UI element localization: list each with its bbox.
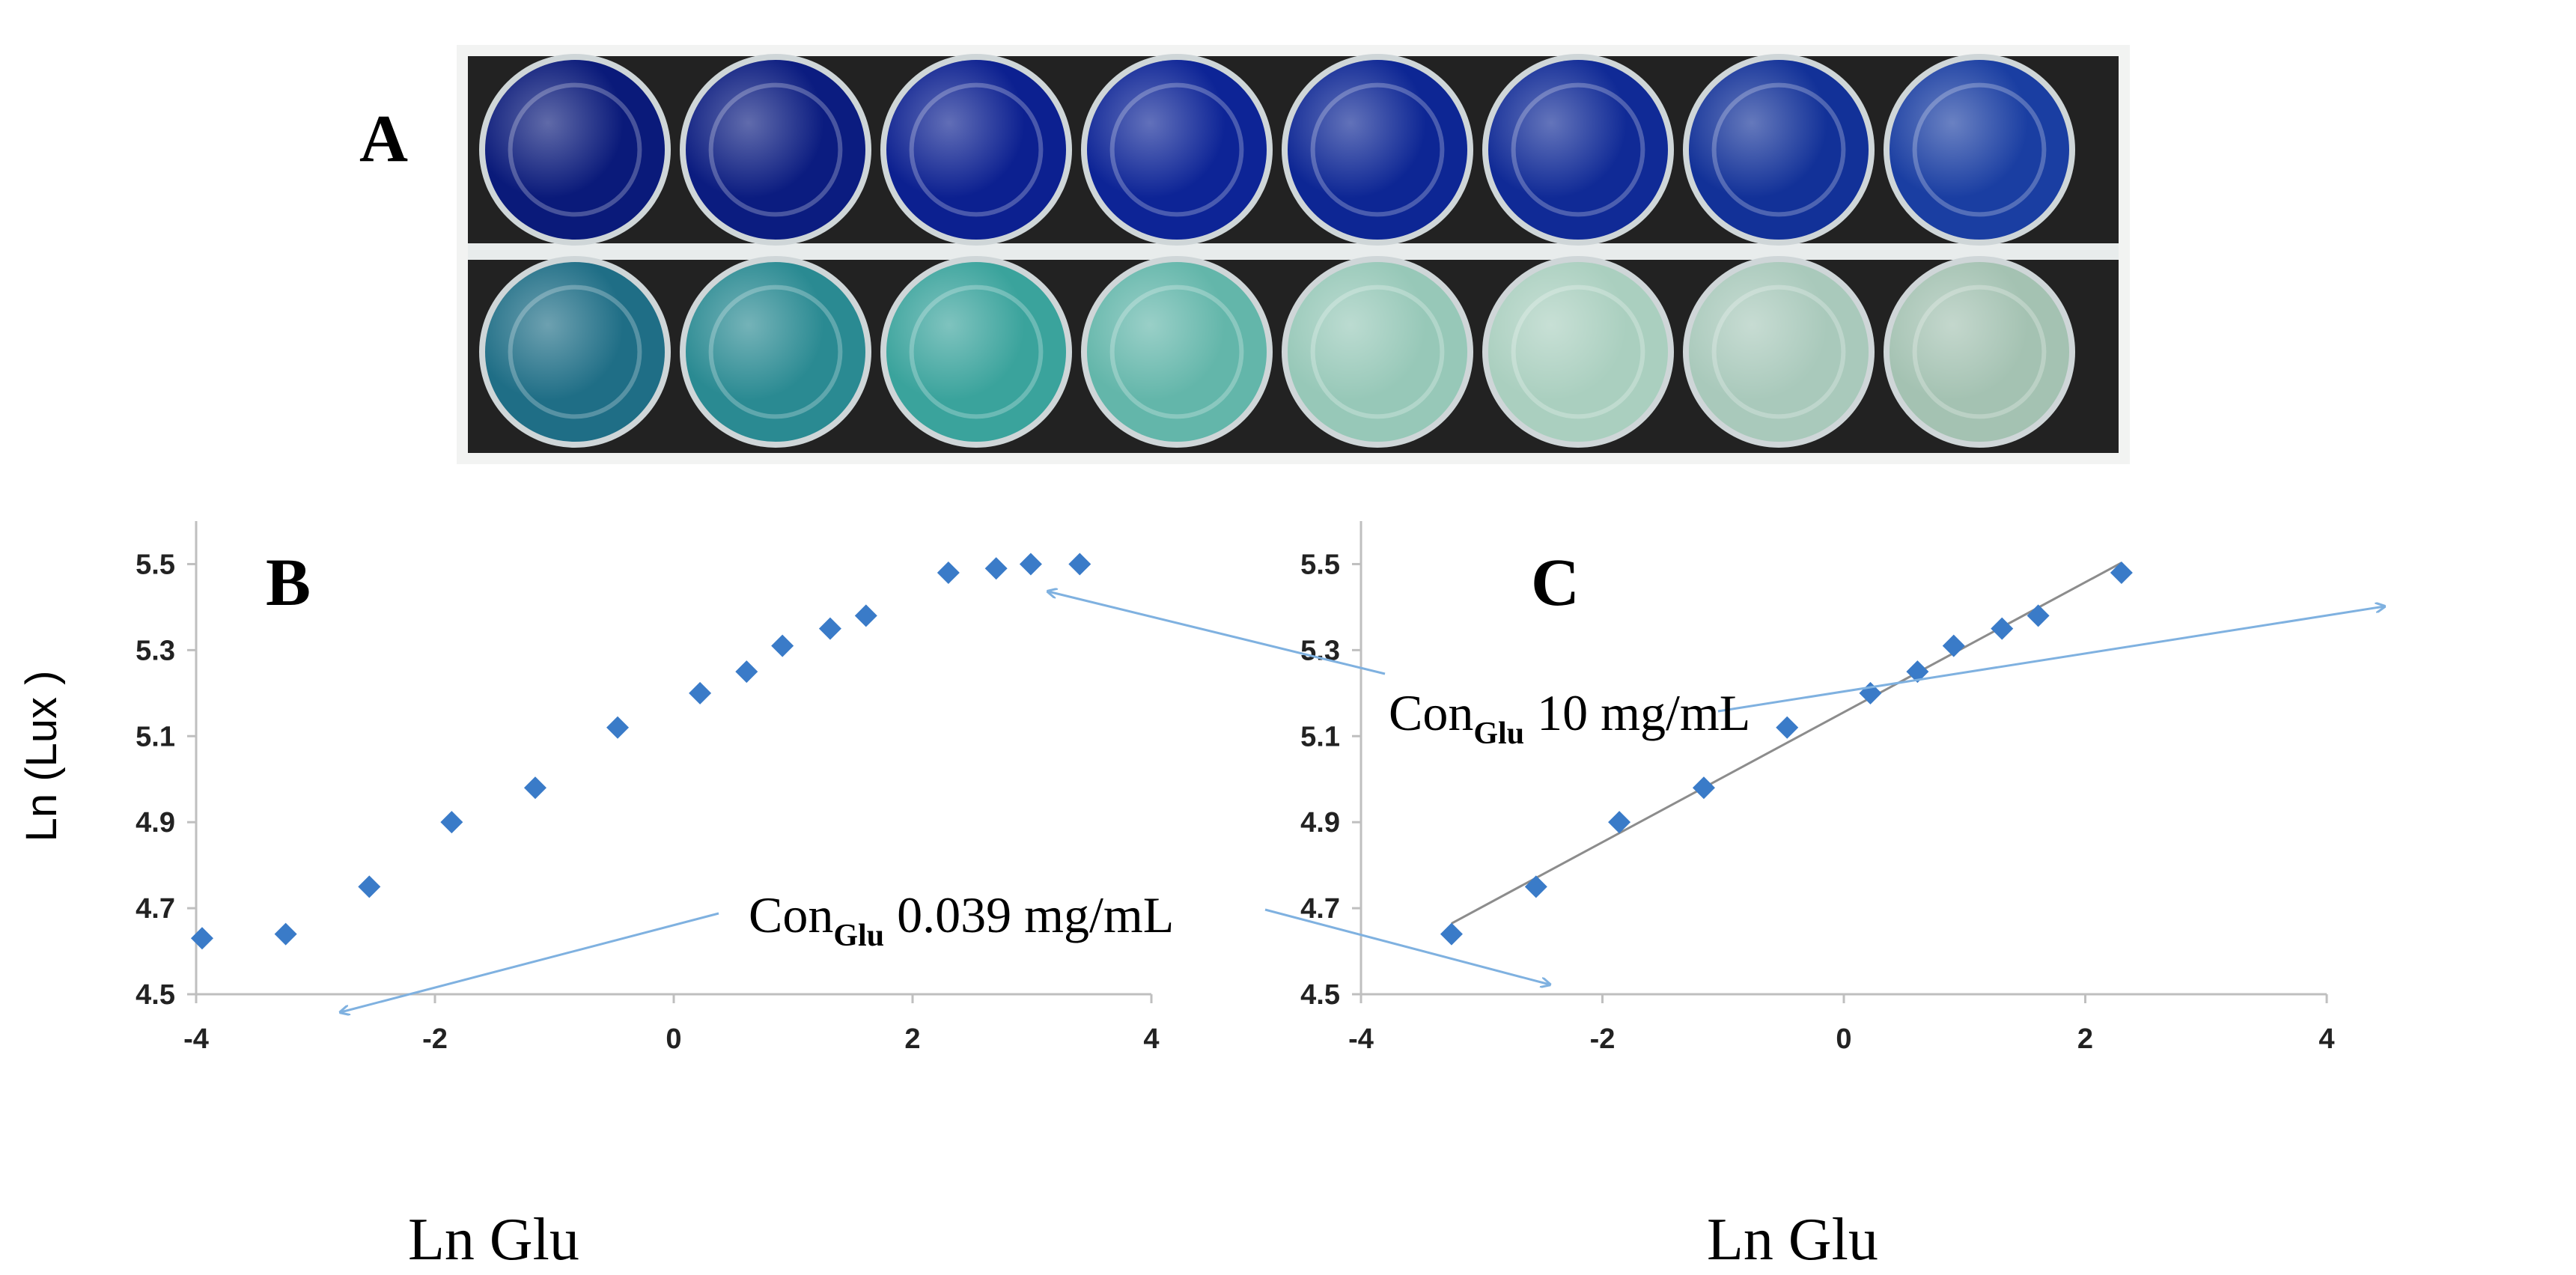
data-point [1942, 634, 1965, 657]
data-point [1608, 811, 1631, 834]
bottom-row-well-shine [886, 262, 1066, 442]
data-point [1068, 553, 1091, 576]
annotation-low-subscript: Glu [833, 919, 884, 953]
arrow-low-to-b [341, 912, 719, 1012]
data-point [440, 811, 463, 834]
chart-c: -4 -2 0 2 44.54.74.95.15.35.5Ln Glu [1300, 521, 2335, 1273]
data-point [854, 604, 877, 627]
top-row-well-shine [686, 60, 865, 240]
top-row-well-shine [485, 60, 665, 240]
data-point [689, 681, 712, 705]
trendline [1451, 562, 2122, 925]
bottom-row-well-shine [1087, 262, 1267, 442]
y-tick-label: 4.9 [1300, 807, 1340, 839]
top-row-well-shine [886, 60, 1066, 240]
x-tick-label: -2 [1590, 1023, 1616, 1055]
data-point [937, 561, 960, 584]
panel-label-a: A [359, 102, 408, 176]
bottom-row-wells [479, 256, 2075, 448]
x-tick-label: 0 [1836, 1023, 1851, 1055]
x-tick-label: -4 [1348, 1023, 1374, 1055]
annotation-high-concentration: ConGlu 10 mg/mL [1389, 684, 1750, 751]
x-axis-label: Ln Glu [1707, 1207, 1878, 1273]
bottom-row-well-shine [1890, 262, 2069, 442]
annotation-low-value: 0.039 mg/mL [884, 886, 1174, 943]
data-point [735, 660, 758, 684]
top-row-well-shine [1890, 60, 2069, 240]
panel-label-c: C [1531, 546, 1580, 620]
chart-b: -4 -2 0 2 4 4.5 4.7 4.9 5.1 5.3 5.5 Ln Glu Ln (Lux ) [17, 521, 1160, 1273]
data-point [190, 927, 213, 950]
arrow-high-to-c [1717, 606, 2384, 713]
data-point [2110, 561, 2133, 584]
y-tick-label: 4.5 [136, 979, 175, 1011]
data-point [984, 557, 1008, 580]
data-point [1991, 617, 2014, 640]
y-tick-label: 5.5 [1300, 549, 1340, 580]
x-tick-label: -4 [183, 1023, 209, 1055]
bottom-row-well-shine [1288, 262, 1467, 442]
y-tick-label: 5.1 [136, 721, 175, 752]
well-plate-photo [457, 45, 2130, 464]
top-row-well-shine [1689, 60, 1869, 240]
y-axis-label: Ln (Lux ) [17, 671, 66, 842]
data-point [274, 922, 297, 946]
x-tick-label: 0 [666, 1023, 681, 1055]
data-point [2027, 604, 2050, 627]
data-point [1692, 776, 1715, 800]
y-tick-label: 4.5 [1300, 979, 1340, 1011]
x-tick-label: 4 [2318, 1023, 2334, 1055]
bottom-row-well-shine [485, 262, 665, 442]
x-tick-label: 2 [904, 1023, 920, 1055]
arrow-low-to-c [1264, 908, 1550, 985]
annotation-high-prefix: Con [1389, 684, 1473, 741]
panel-label-b: B [266, 546, 311, 620]
y-tick-label: 5.1 [1300, 721, 1340, 752]
bottom-row-well-shine [1689, 262, 1869, 442]
annotation-high-subscript: Glu [1473, 716, 1524, 751]
annotation-low-concentration: ConGlu 0.039 mg/mL [749, 886, 1174, 953]
bottom-row-well-shine [686, 262, 865, 442]
data-point [606, 716, 630, 739]
y-tick-label: 4.9 [136, 807, 175, 839]
data-point [1524, 875, 1547, 898]
top-row-well-shine [1488, 60, 1668, 240]
top-row-well-shine [1288, 60, 1467, 240]
y-tick-label: 5.5 [136, 549, 175, 580]
data-point [1440, 922, 1463, 946]
top-row-well-shine [1087, 60, 1267, 240]
data-point [1906, 660, 1929, 684]
data-point [1019, 553, 1042, 576]
data-point [771, 634, 794, 657]
data-point [1776, 716, 1799, 739]
y-tick-label: 5.3 [136, 635, 175, 666]
x-tick-label: -2 [422, 1023, 448, 1055]
arrow-high-to-b [1048, 591, 1386, 675]
annotation-low-prefix: Con [749, 886, 833, 943]
plate-divider [468, 243, 2119, 260]
y-tick-label: 4.7 [1300, 893, 1340, 925]
y-tick-label: 4.7 [136, 893, 175, 925]
data-point [818, 617, 841, 640]
bottom-row-well-shine [1488, 262, 1668, 442]
top-row-wells [479, 54, 2075, 246]
data-point [358, 875, 381, 898]
data-point [523, 776, 546, 800]
annotation-high-value: 10 mg/mL [1524, 684, 1750, 741]
x-tick-label: 4 [1143, 1023, 1159, 1055]
x-tick-label: 2 [2077, 1023, 2093, 1055]
x-axis-label: Ln Glu [408, 1207, 579, 1273]
